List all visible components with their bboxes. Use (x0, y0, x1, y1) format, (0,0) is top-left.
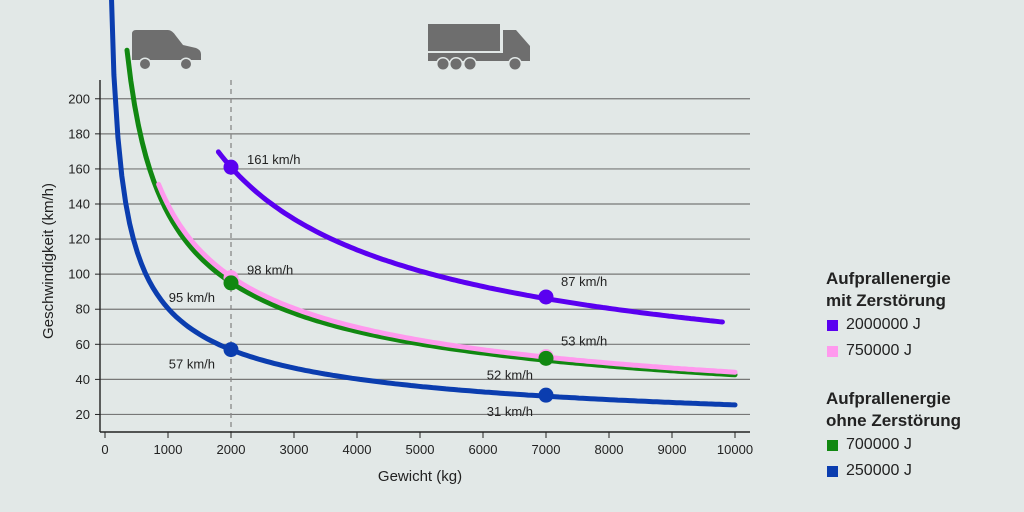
legend-title-line: ohne Zerstörung (826, 411, 962, 430)
x-tick-label: 6000 (469, 442, 498, 457)
x-tick-label: 3000 (280, 442, 309, 457)
y-tick-label: 60 (76, 337, 90, 352)
y-tick-label: 180 (68, 126, 90, 141)
y-tick-label: 100 (68, 267, 90, 282)
data-label: 87 km/h (561, 274, 607, 289)
data-point (538, 387, 554, 403)
x-tick-label: 5000 (406, 442, 435, 457)
legend-title-line: Aufprallenergie (826, 389, 951, 408)
y-tick-label: 80 (76, 302, 90, 317)
legend-swatch (827, 319, 838, 331)
legend: Aufprallenergie mit Zerstörung 2000000 J… (826, 268, 1016, 484)
series-line-2000000j (215, 149, 725, 325)
legend-item-250000j: 250000 J (826, 458, 1016, 484)
data-labels: 161 km/h 87 km/h 98 km/h 53 km/h 95 km/h 52 k… (169, 152, 608, 419)
data-label: 95 km/h (169, 290, 215, 305)
legend-item-2000000j: 2000000 J (826, 312, 1016, 338)
x-axis-title: Gewicht (kg) (378, 468, 462, 485)
data-point (538, 350, 554, 366)
x-tick-label: 0 (101, 442, 108, 457)
legend-label: 700000 J (846, 436, 912, 453)
data-label: 98 km/h (247, 263, 293, 278)
data-points (223, 159, 554, 403)
legend-item-700000j: 700000 J (826, 432, 1016, 458)
legend-label: 250000 J (846, 462, 912, 479)
data-point (223, 342, 239, 358)
legend-swatch (827, 439, 838, 451)
y-tick-label: 160 (68, 161, 90, 176)
x-tick-label: 8000 (595, 442, 624, 457)
x-tick-label: 1000 (154, 442, 183, 457)
data-label: 57 km/h (169, 357, 215, 372)
x-tick-label: 2000 (217, 442, 246, 457)
legend-label: 2000000 J (846, 316, 921, 333)
y-tick-label: 120 (68, 232, 90, 247)
y-tick-label: 20 (76, 407, 90, 422)
data-label: 161 km/h (247, 152, 300, 167)
data-label: 52 km/h (487, 367, 533, 382)
y-tick-label: 200 (68, 91, 90, 106)
icons (132, 24, 530, 71)
legend-group-with-destruction: Aufprallenergie mit Zerstörung 2000000 J… (826, 268, 1016, 364)
data-point (223, 275, 239, 291)
data-label: 53 km/h (561, 334, 607, 349)
data-point (538, 289, 554, 305)
legend-label: 750000 J (846, 342, 912, 359)
y-tick-label: 140 (68, 197, 90, 212)
x-tick-label: 4000 (343, 442, 372, 457)
car-icon (132, 30, 201, 71)
data-label: 31 km/h (487, 404, 533, 419)
legend-swatch (827, 465, 838, 477)
series-line-250000j (109, 0, 738, 408)
legend-swatch (827, 345, 838, 357)
y-tick-label: 40 (76, 372, 90, 387)
legend-title-line: Aufprallenergie (826, 269, 951, 288)
legend-title-line: mit Zerstörung (826, 291, 946, 310)
legend-item-750000j: 750000 J (826, 338, 1016, 364)
series-line-750000j (156, 181, 738, 375)
data-point (223, 159, 239, 175)
legend-group-without-destruction: Aufprallenergie ohne Zerstörung 700000 J… (826, 388, 1016, 484)
x-tick-label: 10000 (717, 442, 753, 457)
x-tick-label: 9000 (658, 442, 687, 457)
truck-icon (428, 24, 530, 71)
y-axis-title: Geschwindigkeit (km/h) (40, 183, 57, 339)
x-tick-label: 7000 (532, 442, 561, 457)
